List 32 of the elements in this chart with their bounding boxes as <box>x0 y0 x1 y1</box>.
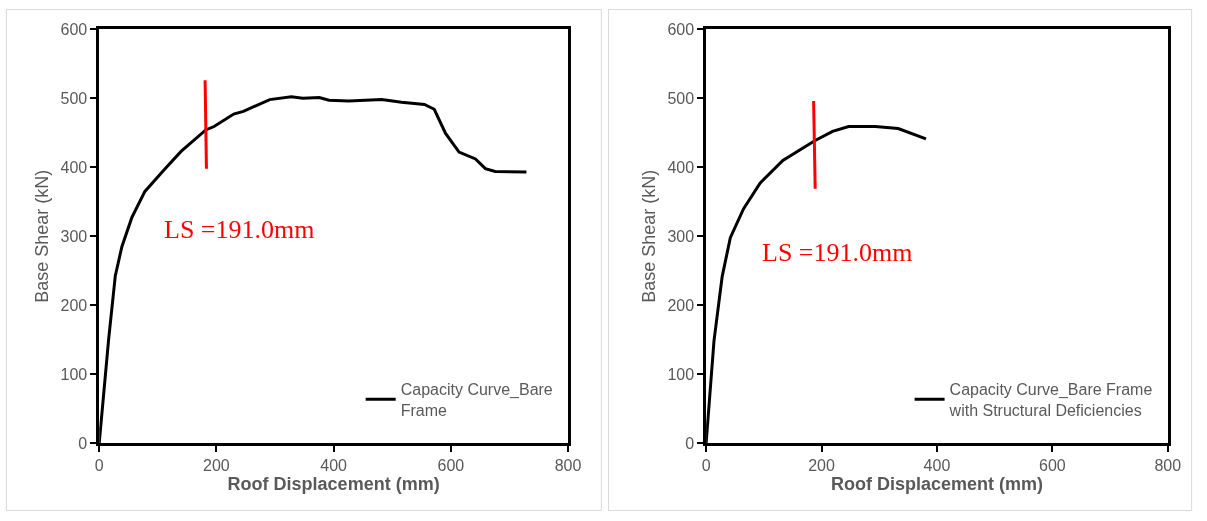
y-tick-label: 100 <box>60 366 88 384</box>
x-tick-label: 200 <box>203 457 230 475</box>
y-tick-label: 300 <box>667 227 695 245</box>
annotation: LS =191.0mm <box>762 238 913 267</box>
y-tick-label: 200 <box>60 296 88 314</box>
x-tick-label: 200 <box>808 457 835 475</box>
y-tick-label: 300 <box>60 227 88 245</box>
y-tick-label: 600 <box>667 20 695 38</box>
annotation: LS =191.0mm <box>164 215 315 244</box>
legend-label: Capacity Curve_Bare Frame <box>400 381 553 419</box>
x-tick-label: 600 <box>437 457 465 475</box>
x-tick-label: 600 <box>1039 457 1066 475</box>
y-axis-title: Base Shear (kN) <box>638 169 659 303</box>
y-tick-label: 0 <box>685 435 695 453</box>
y-tick-label: 200 <box>667 296 695 314</box>
x-tick-label: 800 <box>554 457 582 475</box>
x-tick-label: 400 <box>320 457 348 475</box>
x-tick-label: 0 <box>701 457 711 475</box>
y-tick-label: 500 <box>667 89 695 107</box>
y-tick-label: 0 <box>78 435 88 453</box>
x-axis-title: Roof Displacement (mm) <box>227 474 440 495</box>
x-axis-title: Roof Displacement (mm) <box>830 474 1043 495</box>
y-tick-label: 600 <box>60 20 88 38</box>
x-tick-label: 800 <box>1154 457 1182 475</box>
y-tick-label: 100 <box>667 366 695 384</box>
y-tick-label: 500 <box>60 89 88 107</box>
y-tick-label: 400 <box>667 158 695 176</box>
legend-label: Capacity Curve_Bare Frame with Structural Deficiencies <box>948 381 1153 419</box>
x-tick-label: 400 <box>923 457 951 475</box>
y-tick-label: 400 <box>60 158 88 176</box>
x-tick-label: 0 <box>94 457 104 475</box>
y-axis-title: Base Shear (kN) <box>31 169 52 303</box>
